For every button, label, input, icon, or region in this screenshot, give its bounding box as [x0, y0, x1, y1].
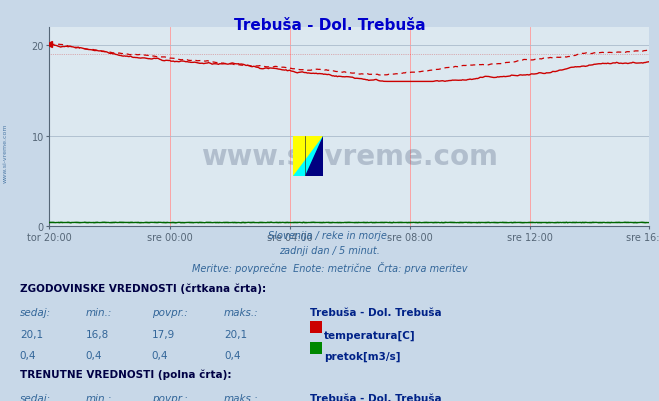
- Text: 20,1: 20,1: [224, 330, 247, 340]
- Text: ZGODOVINSKE VREDNOSTI (črtkana črta):: ZGODOVINSKE VREDNOSTI (črtkana črta):: [20, 283, 266, 293]
- Text: 0,4: 0,4: [20, 350, 36, 360]
- Polygon shape: [293, 136, 323, 176]
- Text: maks.:: maks.:: [224, 308, 259, 318]
- Text: sedaj:: sedaj:: [20, 393, 51, 401]
- Text: povpr.:: povpr.:: [152, 308, 187, 318]
- Text: pretok[m3/s]: pretok[m3/s]: [324, 350, 401, 361]
- Text: 16,8: 16,8: [86, 330, 109, 340]
- Text: TRENUTNE VREDNOSTI (polna črta):: TRENUTNE VREDNOSTI (polna črta):: [20, 369, 231, 379]
- Polygon shape: [305, 136, 323, 176]
- Text: Meritve: povprečne  Enote: metrične  Črta: prva meritev: Meritve: povprečne Enote: metrične Črta:…: [192, 261, 467, 273]
- Text: 0,4: 0,4: [152, 350, 168, 360]
- Text: 0,4: 0,4: [86, 350, 102, 360]
- Text: min.:: min.:: [86, 393, 112, 401]
- Text: Trebuša - Dol. Trebuša: Trebuša - Dol. Trebuša: [310, 308, 442, 318]
- Text: sedaj:: sedaj:: [20, 308, 51, 318]
- Text: www.si-vreme.com: www.si-vreme.com: [3, 123, 8, 182]
- Text: www.si-vreme.com: www.si-vreme.com: [201, 143, 498, 171]
- Text: zadnji dan / 5 minut.: zadnji dan / 5 minut.: [279, 246, 380, 256]
- Text: maks.:: maks.:: [224, 393, 259, 401]
- Polygon shape: [293, 136, 323, 176]
- Text: Trebuša - Dol. Trebuša: Trebuša - Dol. Trebuša: [234, 18, 425, 33]
- Text: Slovenija / reke in morje.: Slovenija / reke in morje.: [268, 231, 391, 241]
- Text: 17,9: 17,9: [152, 330, 175, 340]
- Text: 0,4: 0,4: [224, 350, 241, 360]
- Text: min.:: min.:: [86, 308, 112, 318]
- Text: Trebuša - Dol. Trebuša: Trebuša - Dol. Trebuša: [310, 393, 442, 401]
- Text: temperatura[C]: temperatura[C]: [324, 330, 416, 340]
- Text: 20,1: 20,1: [20, 330, 43, 340]
- Text: povpr.:: povpr.:: [152, 393, 187, 401]
